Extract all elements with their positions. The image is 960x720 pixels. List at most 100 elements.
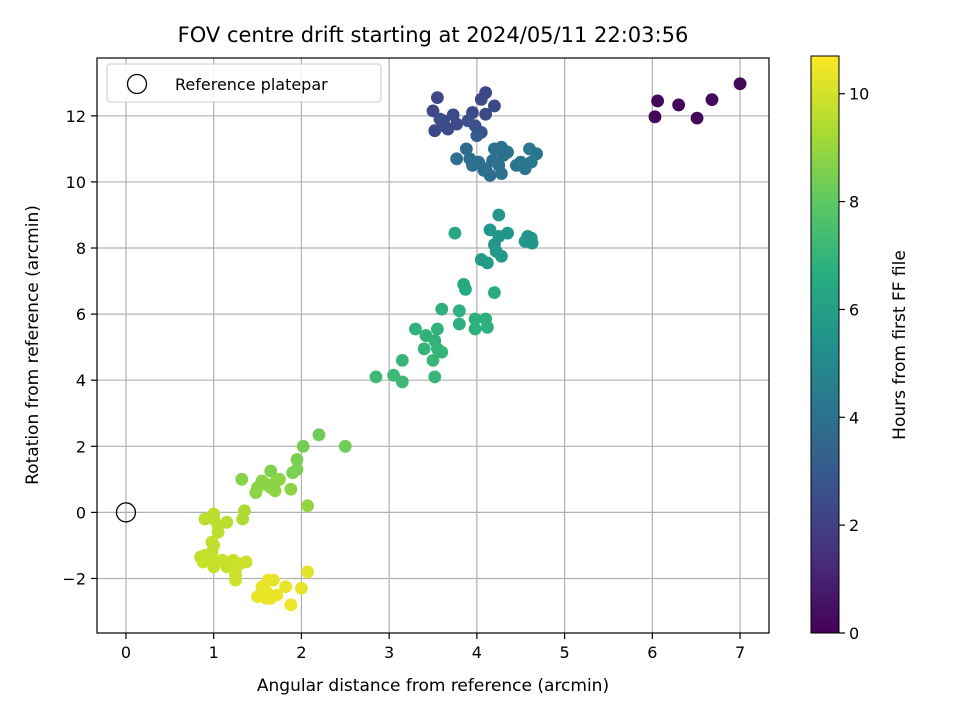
data-point (409, 322, 422, 336)
data-point (501, 226, 514, 240)
y-tick-label: 8 (76, 239, 86, 258)
x-axis-title: Angular distance from reference (arcmin) (257, 676, 609, 696)
data-point (239, 555, 253, 569)
data-point (428, 370, 442, 384)
data-point (435, 345, 449, 359)
x-tick-label: 3 (384, 643, 394, 662)
data-point (198, 512, 212, 526)
colorbar: 0 2 4 6 8 10 Hours from first FF file (810, 55, 910, 643)
data-point (369, 370, 383, 384)
data-point (295, 581, 308, 595)
colorbar-tick-label: 4 (849, 408, 859, 427)
data-point (530, 147, 543, 161)
data-point (733, 77, 747, 91)
legend: Reference platepar (106, 63, 382, 103)
legend-box (106, 63, 382, 103)
data-point (648, 110, 662, 124)
data-point (450, 117, 464, 131)
x-tick-label: 1 (209, 643, 219, 662)
data-point (417, 342, 431, 356)
data-point (268, 484, 282, 498)
data-point (395, 375, 409, 389)
data-point (235, 472, 249, 486)
data-point (472, 155, 486, 169)
y-tick-label: 2 (76, 437, 86, 456)
y-tick-label: 0 (76, 503, 86, 522)
data-point (387, 368, 400, 382)
data-point (229, 573, 243, 587)
y-tick-label: 10 (66, 173, 86, 192)
reference-marker (115, 502, 137, 523)
data-point (249, 486, 263, 499)
legend-label: Reference platepar (175, 75, 328, 94)
data-point (290, 453, 304, 466)
data-point (207, 560, 221, 574)
data-point (672, 98, 686, 112)
data-point (264, 591, 278, 605)
colorbar-tick-label: 6 (849, 300, 859, 319)
y-tick-label: 12 (66, 107, 86, 126)
data-point (301, 565, 314, 579)
grid (97, 58, 769, 633)
data-points (194, 77, 747, 612)
data-point (470, 129, 484, 143)
data-point (279, 580, 293, 594)
data-point (452, 317, 466, 331)
data-point (264, 464, 278, 478)
data-point (448, 226, 462, 240)
data-point (284, 482, 298, 496)
data-point (459, 142, 473, 156)
data-point (492, 208, 506, 222)
x-tick-label: 2 (296, 643, 306, 662)
y-tick-label: 4 (76, 371, 86, 390)
reference-marker-group (115, 502, 137, 523)
data-point (196, 555, 210, 569)
colorbar-ticks: 0 2 4 6 8 10 (839, 85, 869, 643)
data-point (479, 86, 493, 100)
legend-marker-open-circle (126, 73, 148, 95)
data-point (452, 304, 466, 318)
x-tick-label: 6 (647, 643, 657, 662)
data-point (495, 167, 508, 181)
colorbar-tick-label: 2 (849, 516, 859, 535)
data-point (495, 140, 508, 154)
colorbar-gradient (810, 55, 840, 634)
y-tick-label: −2 (62, 569, 86, 588)
data-point (479, 107, 493, 121)
data-point (651, 94, 664, 108)
data-point (488, 99, 501, 113)
data-point (461, 114, 475, 128)
plot-frame (96, 57, 770, 634)
data-point (705, 93, 719, 107)
data-point (480, 320, 494, 334)
x-tick-label: 0 (121, 643, 131, 662)
data-point (483, 223, 497, 237)
x-tick-label: 4 (472, 643, 482, 662)
data-point (236, 512, 250, 526)
data-point (211, 525, 225, 539)
data-point (437, 119, 450, 133)
data-point (468, 312, 482, 326)
data-point (430, 91, 444, 105)
y-axis-title: Rotation from reference (arcmin) (23, 205, 43, 485)
x-tick-label: 5 (559, 643, 569, 662)
data-point (312, 428, 326, 442)
colorbar-title: Hours from first FF file (890, 250, 910, 440)
data-point (459, 282, 472, 296)
x-tick-label: 7 (735, 643, 745, 662)
data-point (338, 439, 352, 453)
data-point (266, 573, 280, 587)
data-point (301, 499, 314, 513)
data-point (426, 353, 440, 367)
chart-title: FOV centre drift starting at 2024/05/11 … (178, 23, 689, 47)
data-point (284, 598, 298, 612)
data-point (435, 302, 449, 316)
data-point (286, 466, 300, 480)
colorbar-tick-label: 10 (849, 85, 869, 104)
colorbar-tick-label: 0 (849, 624, 859, 643)
data-point (480, 256, 494, 270)
data-point (430, 322, 444, 336)
data-point (450, 152, 464, 166)
y-tick-label: 6 (76, 305, 86, 324)
